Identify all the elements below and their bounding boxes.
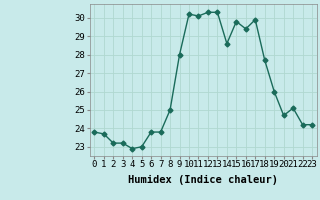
- X-axis label: Humidex (Indice chaleur): Humidex (Indice chaleur): [128, 175, 278, 185]
